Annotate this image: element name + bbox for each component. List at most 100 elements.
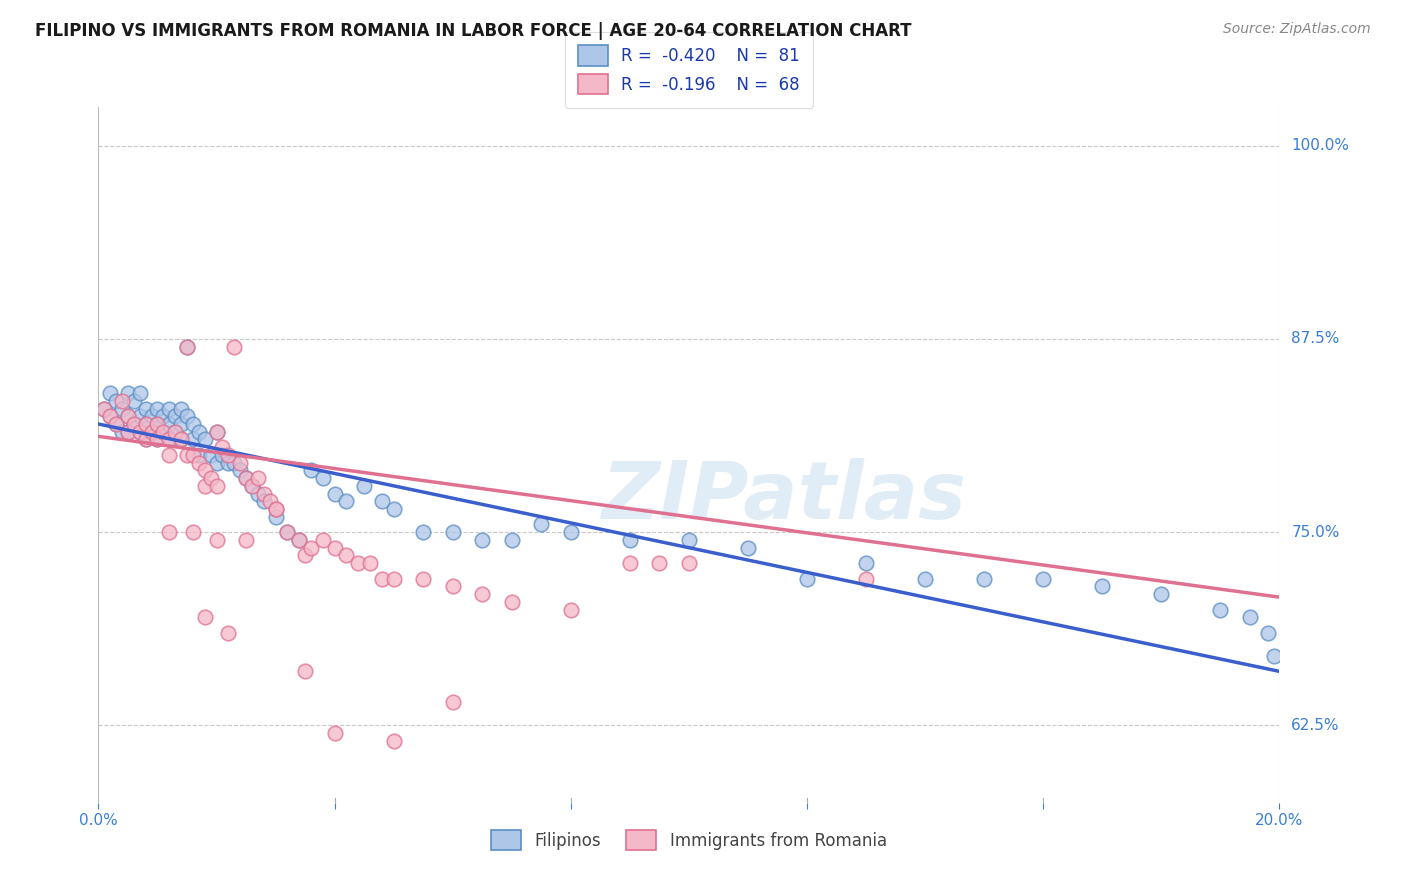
- Point: [235, 533, 257, 547]
- Point: [276, 525, 298, 540]
- Point: [253, 494, 276, 508]
- Point: [235, 471, 257, 485]
- Point: [146, 401, 169, 416]
- Point: [412, 525, 434, 540]
- Point: [200, 448, 222, 462]
- Point: [135, 401, 157, 416]
- Point: [382, 502, 405, 516]
- Point: [229, 463, 252, 477]
- Point: [323, 486, 346, 500]
- Point: [194, 463, 217, 477]
- Point: [530, 517, 553, 532]
- Point: [194, 479, 217, 493]
- Point: [560, 602, 582, 616]
- Point: [135, 417, 157, 431]
- Point: [187, 448, 209, 462]
- Point: [187, 425, 209, 439]
- Point: [205, 479, 228, 493]
- Point: [217, 625, 239, 640]
- Point: [914, 572, 936, 586]
- Point: [217, 448, 239, 462]
- Point: [111, 401, 134, 416]
- Point: [259, 494, 281, 508]
- Point: [181, 525, 204, 540]
- Point: [152, 425, 174, 439]
- Point: [141, 425, 163, 439]
- Point: [122, 417, 145, 431]
- Point: [323, 726, 346, 740]
- Point: [205, 425, 228, 439]
- Point: [128, 425, 150, 439]
- Point: [294, 665, 316, 679]
- Point: [93, 401, 115, 416]
- Point: [353, 479, 375, 493]
- Point: [471, 587, 494, 601]
- Point: [211, 448, 233, 462]
- Point: [157, 525, 180, 540]
- Point: [235, 471, 257, 485]
- Point: [98, 386, 121, 401]
- Point: [181, 448, 204, 462]
- Point: [181, 417, 204, 431]
- Point: [146, 417, 169, 431]
- Point: [501, 595, 523, 609]
- Point: [619, 533, 641, 547]
- Point: [347, 556, 370, 570]
- Point: [157, 433, 180, 447]
- Text: Source: ZipAtlas.com: Source: ZipAtlas.com: [1223, 22, 1371, 37]
- Point: [105, 393, 128, 408]
- Point: [217, 456, 239, 470]
- Point: [264, 502, 287, 516]
- Point: [1150, 587, 1173, 601]
- Text: 62.5%: 62.5%: [1291, 718, 1340, 733]
- Point: [157, 448, 180, 462]
- Legend: Filipinos, Immigrants from Romania: Filipinos, Immigrants from Romania: [485, 823, 893, 857]
- Point: [224, 456, 246, 470]
- Point: [312, 533, 335, 547]
- Point: [276, 525, 298, 540]
- Point: [855, 556, 877, 570]
- Point: [117, 409, 139, 424]
- Point: [187, 456, 209, 470]
- Point: [128, 386, 150, 401]
- Point: [1239, 610, 1261, 624]
- Point: [205, 425, 228, 439]
- Point: [165, 425, 187, 439]
- Point: [194, 610, 217, 624]
- Point: [1257, 625, 1279, 640]
- Point: [1032, 572, 1054, 586]
- Point: [294, 549, 316, 563]
- Point: [146, 433, 169, 447]
- Point: [1263, 648, 1285, 663]
- Point: [229, 456, 252, 470]
- Text: 100.0%: 100.0%: [1291, 138, 1350, 153]
- Point: [93, 401, 115, 416]
- Point: [359, 556, 381, 570]
- Point: [288, 533, 311, 547]
- Point: [170, 417, 193, 431]
- Point: [105, 417, 128, 431]
- Point: [648, 556, 671, 570]
- Point: [678, 556, 700, 570]
- Point: [441, 695, 464, 709]
- Point: [105, 417, 128, 431]
- Point: [98, 409, 121, 424]
- Point: [205, 456, 228, 470]
- Point: [264, 502, 287, 516]
- Point: [117, 425, 139, 439]
- Point: [246, 486, 269, 500]
- Point: [1209, 602, 1232, 616]
- Point: [335, 549, 357, 563]
- Point: [98, 409, 121, 424]
- Point: [737, 541, 759, 555]
- Point: [141, 409, 163, 424]
- Point: [441, 579, 464, 593]
- Point: [501, 533, 523, 547]
- Point: [299, 541, 322, 555]
- Point: [135, 433, 157, 447]
- Point: [152, 425, 174, 439]
- Point: [253, 486, 276, 500]
- Point: [157, 433, 180, 447]
- Point: [157, 401, 180, 416]
- Point: [117, 425, 139, 439]
